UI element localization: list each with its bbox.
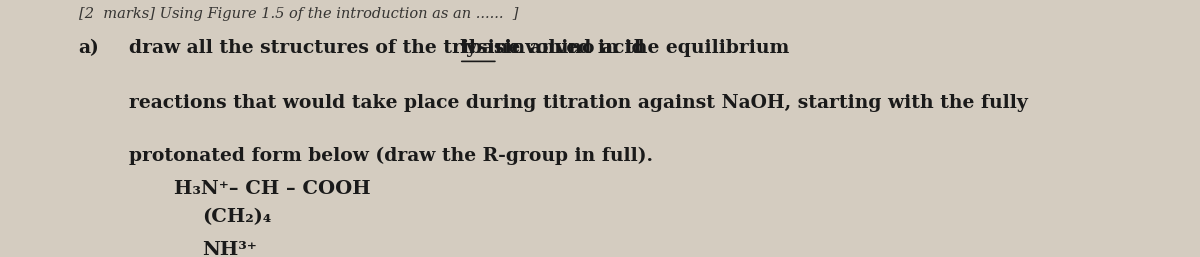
Text: [2  marks] Using Figure 1.5 of the introduction as an ......  ]: [2 marks] Using Figure 1.5 of the introd… <box>79 7 518 21</box>
Text: reactions that would take place during titration against NaOH, starting with the: reactions that would take place during t… <box>130 94 1028 112</box>
Text: a): a) <box>79 40 100 58</box>
Text: NH³⁺: NH³⁺ <box>203 241 257 257</box>
Text: (CH₂)₄: (CH₂)₄ <box>203 208 271 226</box>
Text: draw all the structures of the tribasic amino acid: draw all the structures of the tribasic … <box>130 40 652 58</box>
Text: protonated form below (draw the R-group in full).: protonated form below (draw the R-group … <box>130 147 653 165</box>
Text: H₃N⁺– CH – COOH: H₃N⁺– CH – COOH <box>174 180 371 198</box>
Text: involved in the equilibrium: involved in the equilibrium <box>498 40 788 58</box>
Text: lysine: lysine <box>458 40 520 58</box>
